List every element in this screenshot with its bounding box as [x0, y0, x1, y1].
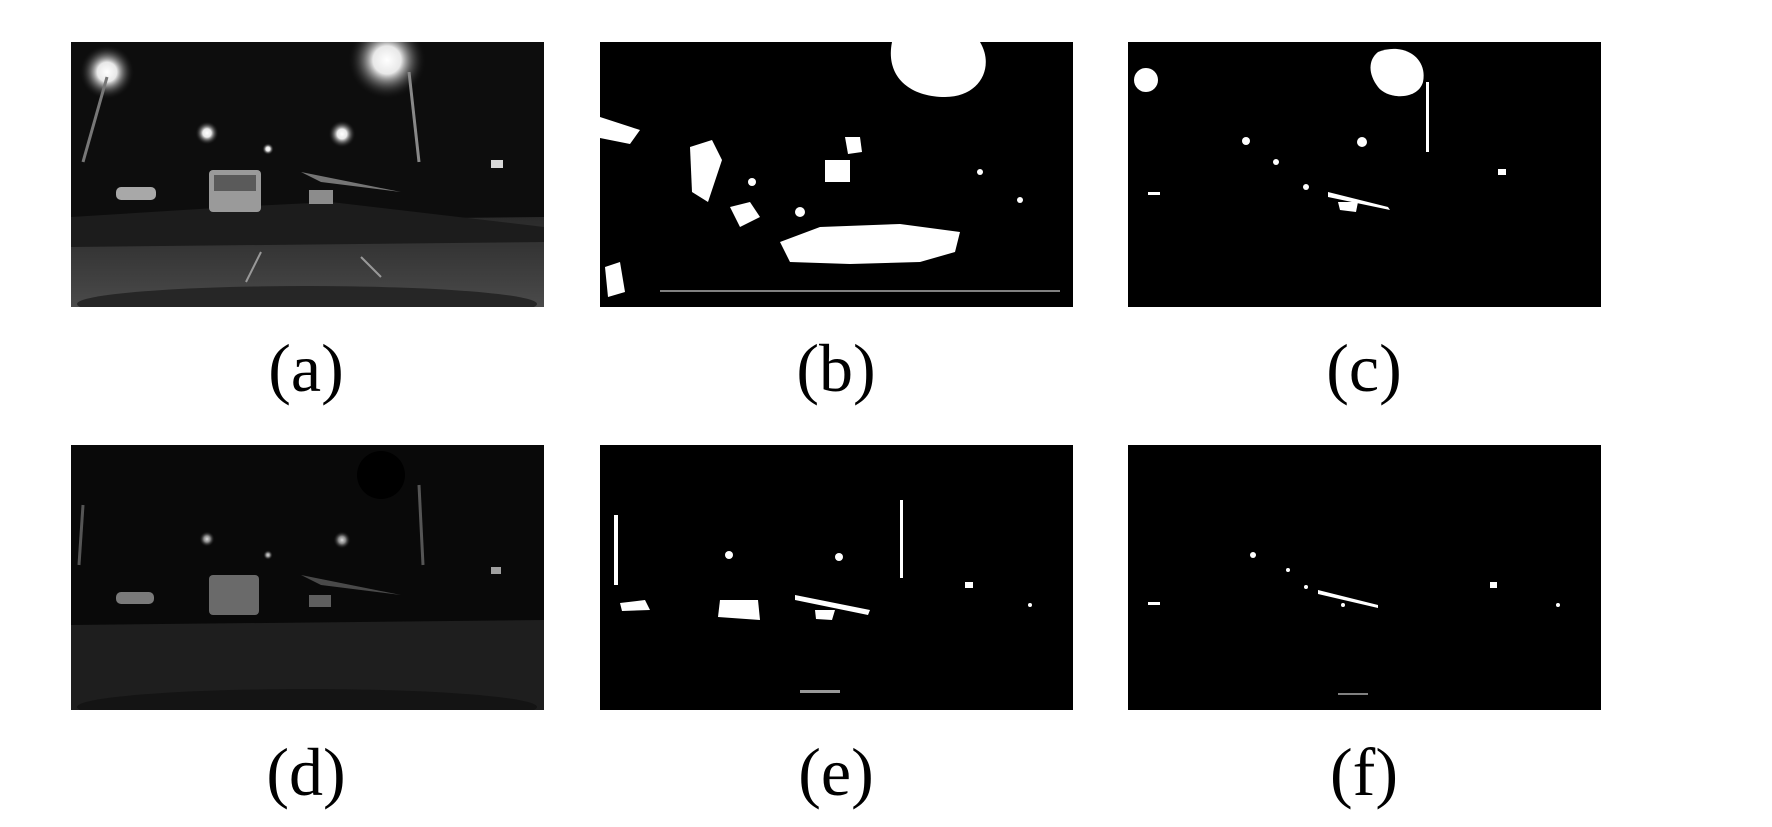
panel-b-image	[600, 42, 1073, 307]
caption-b: (b)	[796, 330, 876, 406]
caption-d: (d)	[266, 734, 346, 810]
panel-e-image	[600, 445, 1073, 710]
caption-c: (c)	[1326, 330, 1402, 406]
panel-c-image	[1128, 42, 1601, 307]
caption-f: (f)	[1330, 734, 1398, 810]
panel-d-image	[71, 445, 544, 710]
panel-f-image	[1128, 445, 1601, 710]
caption-a: (a)	[268, 330, 344, 406]
caption-e: (e)	[798, 734, 874, 810]
panel-a-image	[71, 42, 544, 307]
